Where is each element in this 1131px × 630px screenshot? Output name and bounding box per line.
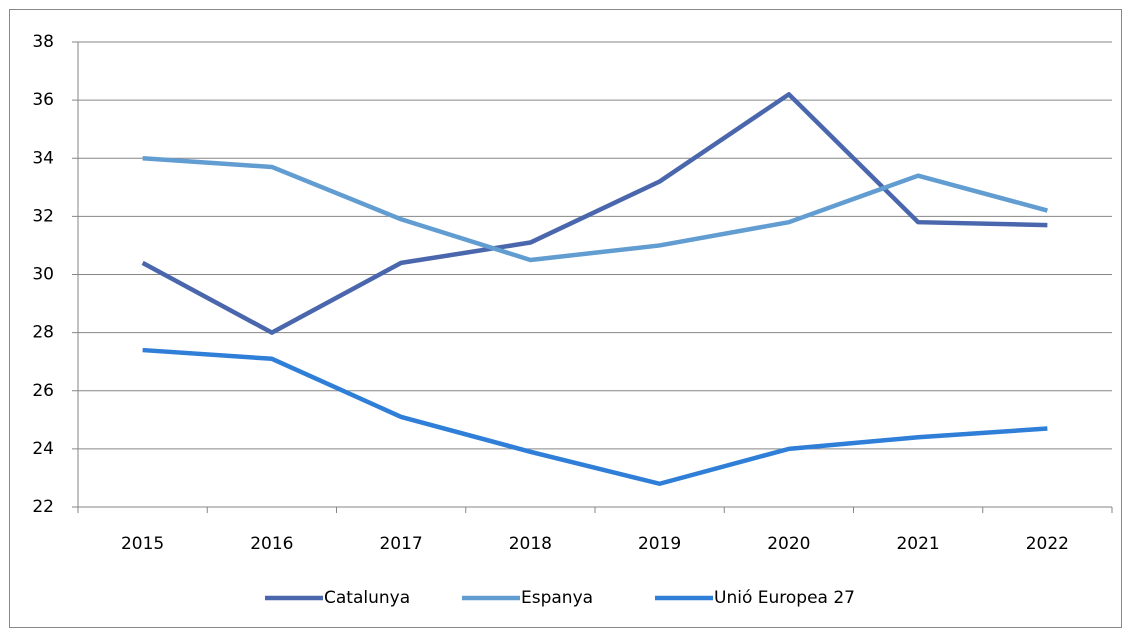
y-tick-label: 26: [32, 381, 54, 401]
x-tick-label: 2018: [509, 534, 552, 554]
y-tick-label: 24: [32, 439, 54, 459]
x-tick-label: 2021: [896, 534, 939, 554]
chart-border: [9, 9, 1122, 628]
series-line: [142, 156, 1048, 263]
y-tick-label: 38: [32, 32, 54, 52]
y-tick-label: 36: [32, 90, 54, 110]
series-line: [142, 347, 1048, 486]
series-line: [141, 92, 1048, 335]
x-tick-label: 2019: [638, 534, 681, 554]
legend-label: Unió Europea 27: [714, 588, 855, 608]
x-tick-label: 2017: [379, 534, 422, 554]
y-tick-label: 28: [32, 323, 54, 343]
x-tick-label: 2022: [1026, 534, 1069, 554]
legend-label: Catalunya: [324, 588, 410, 608]
legend-label: Espanya: [521, 588, 593, 608]
y-tick-label: 32: [32, 206, 54, 226]
x-tick-label: 2015: [121, 534, 164, 554]
x-tick-label: 2020: [767, 534, 810, 554]
y-tick-label: 34: [32, 148, 54, 168]
y-tick-label: 30: [32, 265, 54, 285]
x-tick-label: 2016: [250, 534, 293, 554]
y-tick-label: 22: [32, 497, 54, 517]
